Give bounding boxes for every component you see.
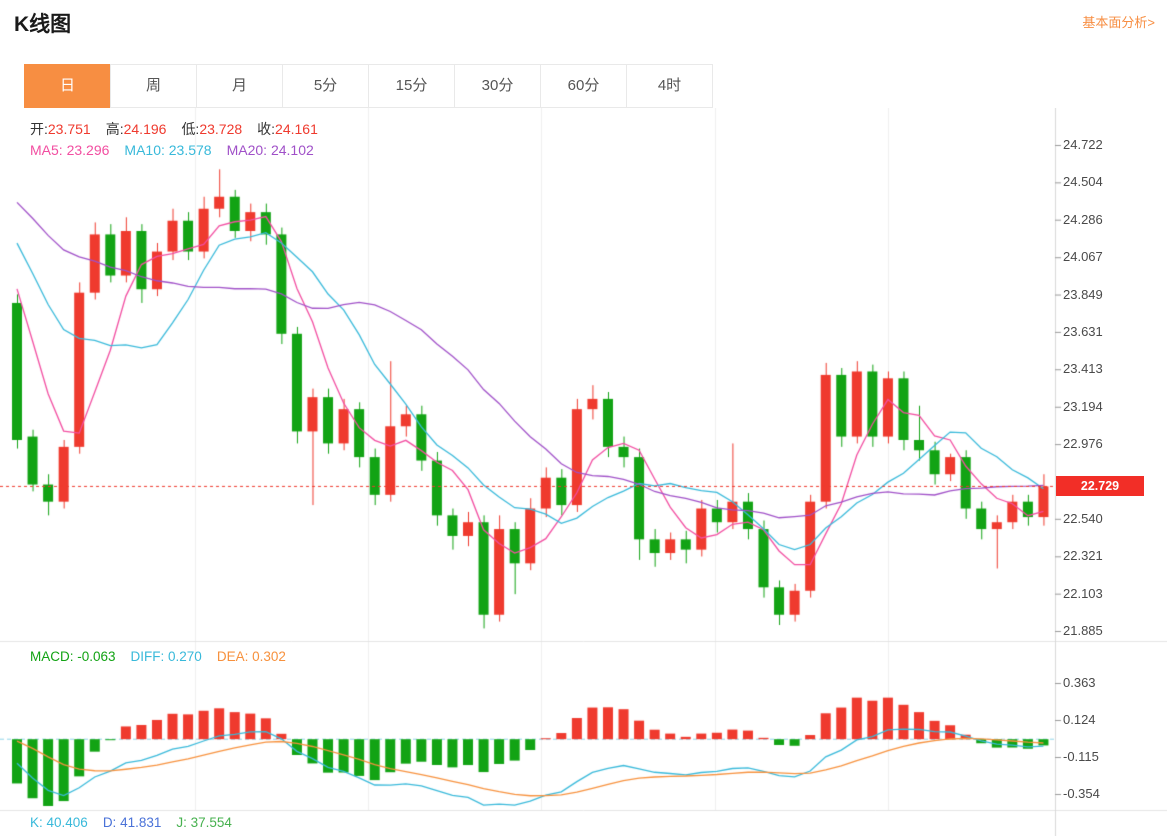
legend-item-DEA: DEA: 0.302	[216, 649, 286, 664]
page-title: K线图	[14, 13, 72, 36]
kline-chart-canvas[interactable]	[0, 108, 1167, 836]
legend-item-K: K: 40.406	[30, 815, 88, 830]
interval-tab-bar: 日周月 5分 15分 30分 60分 4时	[24, 64, 713, 108]
current-price-tag: 22.729	[1056, 476, 1144, 497]
legend-item-MACD: MACD: -0.063	[30, 649, 116, 664]
tab-60分[interactable]: 60分	[540, 64, 627, 108]
kdj-legend: K: 40.406 D: 41.831 J: 37.554	[30, 815, 247, 830]
tab-5分[interactable]: 5分	[282, 64, 369, 108]
legend-item-D: D: 41.831	[102, 815, 162, 830]
tab-日[interactable]: 日	[24, 64, 111, 108]
tab-4时[interactable]: 4时	[626, 64, 713, 108]
legend-item-开: 开:23.751	[30, 121, 91, 137]
legend-item-DIFF: DIFF: 0.270	[130, 649, 202, 664]
fundamental-analysis-link[interactable]: 基本面分析>	[1082, 15, 1155, 30]
ma-legend: MA5: 23.296 MA10: 23.578 MA20: 24.102	[30, 142, 329, 158]
legend-item-MA20: MA20: 24.102	[226, 142, 314, 158]
tab-30分[interactable]: 30分	[454, 64, 541, 108]
legend-item-收: 收:24.161	[257, 121, 318, 137]
legend-item-高: 高:24.196	[105, 121, 167, 137]
tab-月[interactable]: 月	[196, 64, 283, 108]
legend-item-J: J: 37.554	[176, 815, 232, 830]
tab-15分[interactable]: 15分	[368, 64, 455, 108]
legend-item-MA5: MA5: 23.296	[30, 142, 110, 158]
macd-legend: MACD: -0.063 DIFF: 0.270 DEA: 0.302	[30, 649, 301, 664]
legend-item-低: 低:23.728	[181, 121, 243, 137]
tab-周[interactable]: 周	[110, 64, 197, 108]
ohlc-legend: 开:23.751 高:24.196 低:23.728 收:24.161	[30, 119, 333, 139]
legend-item-MA10: MA10: 23.578	[124, 142, 212, 158]
